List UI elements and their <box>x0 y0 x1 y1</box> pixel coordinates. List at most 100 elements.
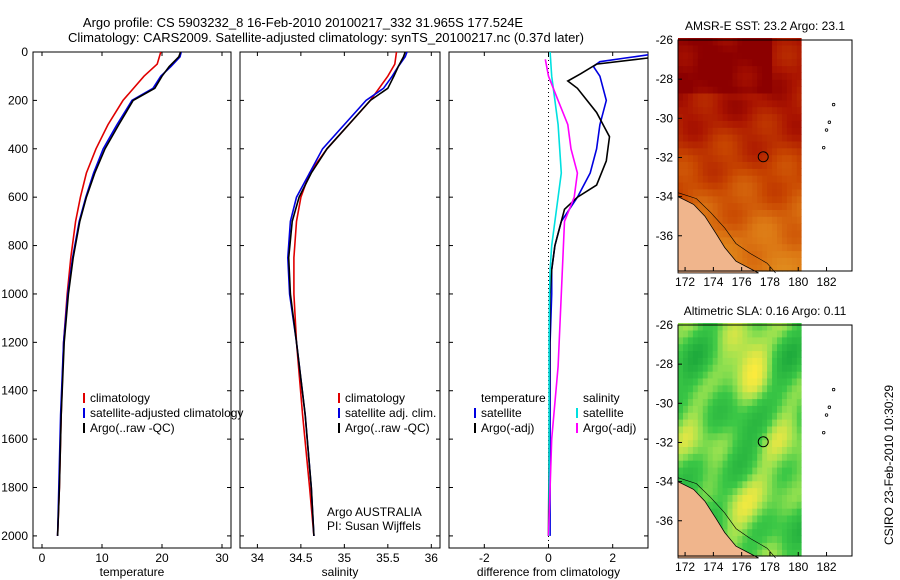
x-tick-label: 2 <box>609 551 616 565</box>
map-cell <box>732 377 739 386</box>
map-cell <box>782 195 788 204</box>
map-cell <box>727 357 734 365</box>
map-cell <box>796 364 802 372</box>
map-cell <box>683 405 689 413</box>
series-line-2 <box>287 52 406 536</box>
map-cell <box>732 487 739 495</box>
map-cell <box>762 106 768 115</box>
map-cell <box>727 140 734 149</box>
series-line-0 <box>549 54 648 536</box>
map-cell <box>777 51 783 60</box>
map-cell <box>757 521 763 530</box>
map-cell <box>791 44 798 53</box>
map-cell <box>678 72 684 80</box>
map-cell <box>747 257 753 265</box>
map-cell <box>747 336 753 345</box>
map-cell <box>762 154 768 162</box>
map-cell <box>692 181 699 190</box>
map-cell <box>697 425 704 434</box>
map-cell <box>772 264 778 272</box>
x-tick-label: 35 <box>338 551 352 565</box>
map-cell <box>747 357 753 365</box>
map-cell <box>772 466 778 475</box>
map-cell <box>702 473 709 482</box>
map-cell <box>707 72 714 80</box>
map-cell <box>683 425 689 434</box>
map-cell <box>762 371 768 379</box>
map-cell <box>722 72 729 80</box>
map-cell <box>678 371 684 379</box>
map-cell <box>707 343 714 352</box>
map-cell <box>697 51 704 60</box>
map-cell <box>782 92 788 101</box>
map-cell <box>737 120 743 128</box>
map-cell <box>697 460 704 468</box>
map-cell <box>732 371 739 379</box>
map-x-tick-label: 180 <box>788 560 808 574</box>
map-cell <box>727 202 734 210</box>
map-x-tick-label: 178 <box>760 275 780 289</box>
legend-label: satellite adj. clim. <box>345 406 436 420</box>
map-cell <box>678 391 684 400</box>
map-cell <box>678 460 684 468</box>
map-cell <box>772 419 778 427</box>
map-cell <box>702 446 709 454</box>
map-cell <box>697 412 704 420</box>
map-cell <box>752 323 758 331</box>
map-cell <box>722 357 729 365</box>
map-cell <box>767 391 773 400</box>
map-cell <box>786 202 793 210</box>
map-cell <box>772 508 778 516</box>
map-cell <box>727 343 734 352</box>
map-cell <box>692 195 699 204</box>
map-cell <box>786 473 793 482</box>
map-cell <box>786 38 793 46</box>
map-cell <box>762 99 768 108</box>
map-cell <box>687 188 694 197</box>
map-cell <box>752 154 758 162</box>
map-cell <box>796 113 802 121</box>
map-cell <box>697 120 704 128</box>
map-cell <box>767 473 773 482</box>
map-cell <box>697 480 704 489</box>
map-cell <box>791 236 798 245</box>
map-cell <box>786 343 793 352</box>
map-cell <box>727 425 734 434</box>
map-cell <box>772 257 778 265</box>
map-cell <box>722 432 729 441</box>
map-cell <box>747 371 753 379</box>
map-cell <box>707 113 714 121</box>
map-cell <box>727 154 734 162</box>
map-cell <box>707 127 714 135</box>
map-cell <box>727 113 734 121</box>
map-cell <box>772 58 778 67</box>
map-cell <box>752 175 758 183</box>
map-cell <box>697 154 704 162</box>
map-cell <box>786 542 793 550</box>
map-cell <box>707 92 714 101</box>
map-cell <box>732 384 739 393</box>
map-cell <box>707 216 714 224</box>
map-cell <box>796 549 802 557</box>
map-cell <box>697 195 704 204</box>
map-cell <box>727 377 734 386</box>
map-cell <box>742 99 748 108</box>
island-dot <box>831 387 836 392</box>
map-cell <box>687 371 694 379</box>
map-cell <box>777 357 783 365</box>
map-cell <box>786 549 793 557</box>
map-cell <box>742 202 748 210</box>
map-cell <box>732 432 739 441</box>
map-cell <box>702 494 709 502</box>
map-cell <box>796 127 802 135</box>
map-cell <box>747 480 753 489</box>
map-cell <box>678 350 684 358</box>
map-cell <box>762 140 768 149</box>
map-cell <box>737 51 743 60</box>
map-cell <box>791 113 798 121</box>
map-cell <box>717 439 724 447</box>
float-position-marker <box>757 151 769 163</box>
map-cell <box>752 195 758 204</box>
map-cell <box>747 549 753 557</box>
